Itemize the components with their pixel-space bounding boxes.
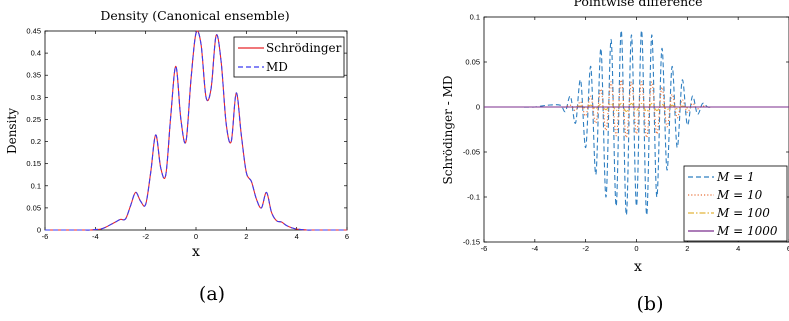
chart-a-ticks: -6 -4 -2 0 2 4 6 0 0.05 0.1 0.15 0.2 0.25 0.3 0.35 0.4 0… xyxy=(26,27,349,242)
chart-a-ytick-label: 0.3 xyxy=(31,93,41,102)
chart-a-legend-label-0: Schrödinger xyxy=(266,41,342,55)
chart-b-legend-label-3: M = 1000 xyxy=(716,224,778,238)
chart-b-title: Pointwise difference xyxy=(573,0,702,9)
chart-b-series-0-line xyxy=(484,29,789,216)
chart-a-ytick-label: 0.25 xyxy=(26,115,41,124)
chart-a-ytick-label: 0.1 xyxy=(31,181,41,190)
chart-a-ytick-label: 0.15 xyxy=(26,159,41,168)
chart-a-xtick-label: 0 xyxy=(194,232,198,241)
chart-a-xtick-label: 2 xyxy=(244,232,248,241)
chart-b-legend-label-0: M = 1 xyxy=(716,170,755,184)
chart-b-ytick-label: 0.05 xyxy=(465,58,480,67)
panel-b: Pointwise difference -6 -4 -2 0 2 4 6 -0.15 -0.1… xyxy=(441,0,789,315)
chart-b-xtick-label: -6 xyxy=(481,244,488,253)
chart-b-xtick-label: 4 xyxy=(736,244,740,253)
chart-a-caption: (a) xyxy=(199,283,225,305)
chart-a-ytick-label: 0.2 xyxy=(31,137,41,146)
chart-b-series xyxy=(484,29,789,216)
chart-a-xtick-label: 4 xyxy=(295,232,299,241)
chart-b-xlabel: x xyxy=(634,259,642,275)
chart-b-xtick-label: 6 xyxy=(787,244,789,253)
chart-b-ytick-label: -0.1 xyxy=(467,193,480,202)
chart-a-ytick-label: 0.45 xyxy=(26,27,41,36)
chart-a-legend-box xyxy=(233,36,345,78)
panel-a: Density (Canonical ensemble) -6 -4 -2 0 2 4 6 0… xyxy=(5,8,349,305)
chart-a-xlabel: x xyxy=(192,244,200,260)
chart-b-ytick-label: 0.1 xyxy=(470,13,480,22)
chart-b-xtick-label: -4 xyxy=(531,244,538,253)
chart-b-ytick-label: -0.05 xyxy=(463,148,480,157)
chart-b-xtick-label: 2 xyxy=(685,244,689,253)
chart-a-legend: Schrödinger MD xyxy=(233,36,345,78)
chart-a-ytick-label: 0.4 xyxy=(31,49,41,58)
chart-a-series xyxy=(44,30,347,231)
chart-b-series-1-line xyxy=(484,79,789,139)
chart-a-title: Density (Canonical ensemble) xyxy=(100,8,289,23)
chart-a-ytick-label: 0.05 xyxy=(26,203,41,212)
chart-a-legend-label-1: MD xyxy=(266,60,288,74)
chart-a-xtick-label: -2 xyxy=(142,232,149,241)
chart-b-ytick-label: 0 xyxy=(476,103,480,112)
chart-b-caption: (b) xyxy=(637,293,664,315)
chart-b-xtick-label: -2 xyxy=(582,244,589,253)
chart-a-ytick-label: 0.35 xyxy=(26,71,41,80)
chart-b-legend-label-1: M = 10 xyxy=(716,188,763,202)
chart-b-ylabel: Schrödinger - MD xyxy=(441,76,455,185)
chart-b-legend-label-2: M = 100 xyxy=(716,206,770,220)
chart-a-series-1-line xyxy=(44,30,347,231)
chart-b-legend: M = 1 M = 10 M = 100 M = 1000 xyxy=(683,165,788,242)
chart-a-ylabel: Density xyxy=(5,108,19,154)
chart-b-ytick-label: -0.15 xyxy=(463,238,480,247)
chart-b-legend-box xyxy=(683,165,788,242)
chart-a-xtick-label: -6 xyxy=(42,232,49,241)
chart-a-xtick-label: 6 xyxy=(345,232,349,241)
chart-a-xtick-label: -4 xyxy=(92,232,99,241)
chart-a-ytick-label: 0 xyxy=(37,226,41,235)
chart-b-xtick-label: 0 xyxy=(634,244,638,253)
